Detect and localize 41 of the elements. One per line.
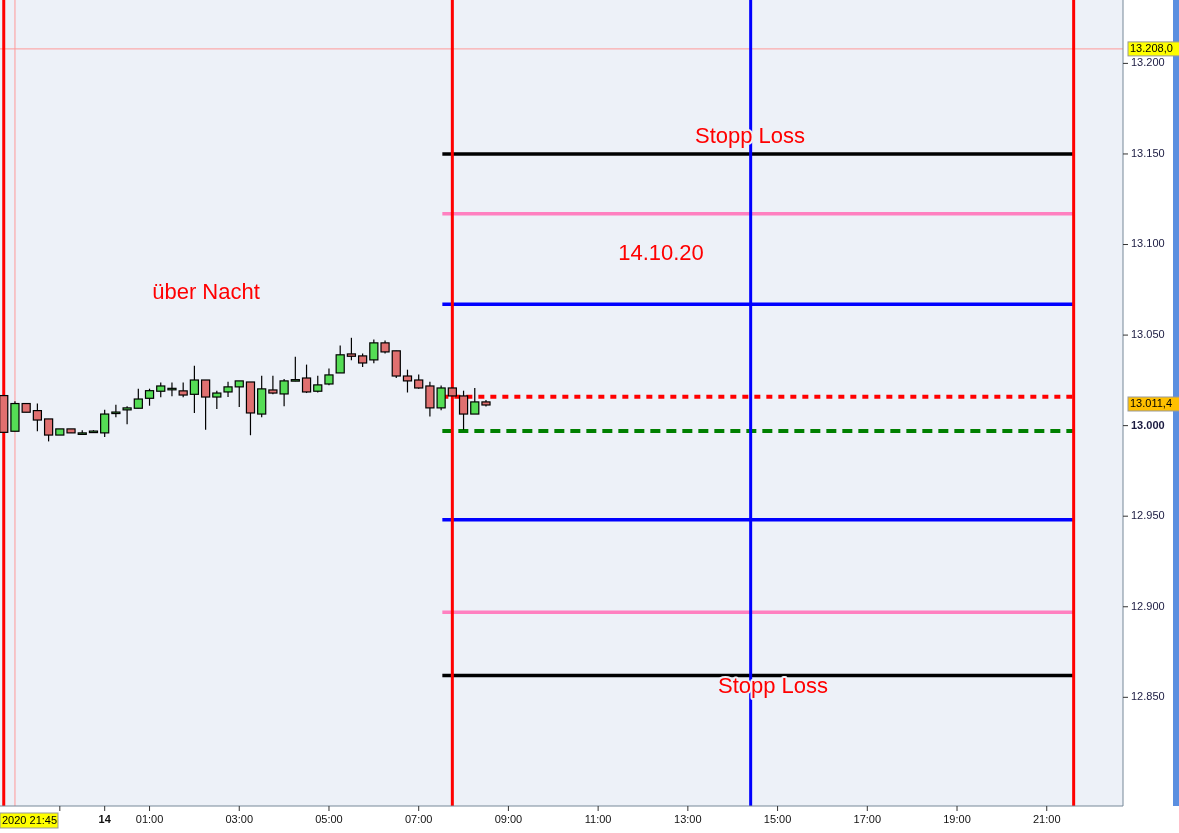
y-tick-label: 12.950 bbox=[1131, 509, 1165, 522]
candlestick bbox=[290, 356, 300, 382]
annotation: über Nacht bbox=[152, 278, 260, 304]
ref-line-label: 13.208,0 bbox=[1130, 41, 1173, 54]
x-tick-label: 15:00 bbox=[763, 813, 792, 825]
x-tick-label: 05:00 bbox=[315, 813, 343, 825]
candlestick bbox=[234, 380, 244, 408]
candlestick bbox=[335, 344, 345, 374]
x-tick-label: 01:00 bbox=[135, 813, 164, 825]
y-tick-label: 13.150 bbox=[1131, 146, 1165, 159]
y-tick-label: 13.200 bbox=[1131, 56, 1165, 69]
y-tick-label: 13.000 bbox=[1131, 418, 1165, 431]
y-tick-label: 12.900 bbox=[1131, 599, 1165, 612]
x-tick-label: 21:00 bbox=[1032, 813, 1061, 825]
candlestick bbox=[32, 402, 43, 432]
candlestick bbox=[133, 388, 143, 409]
candlestick bbox=[43, 418, 54, 442]
x-tick-label: 11:00 bbox=[584, 813, 612, 825]
x-tick-label: 14 bbox=[98, 813, 112, 825]
candlestick bbox=[470, 387, 480, 415]
text: 2020 21:45 bbox=[2, 813, 58, 826]
candlestick bbox=[100, 409, 110, 438]
x-tick-label: 13:00 bbox=[674, 813, 702, 825]
candlestick bbox=[122, 405, 132, 425]
candlestick bbox=[346, 337, 357, 361]
x-tick-label: 03:00 bbox=[225, 813, 254, 825]
annotation: 14.10.20 bbox=[618, 239, 704, 265]
x-tick-label: 17:00 bbox=[853, 813, 882, 825]
candlestick bbox=[111, 404, 121, 418]
candlestick bbox=[301, 364, 312, 394]
candlestick bbox=[189, 365, 200, 414]
candlestick bbox=[458, 390, 469, 431]
text: 13.011,4 bbox=[1130, 396, 1173, 409]
x-tick-label: 09:00 bbox=[494, 813, 523, 825]
y-tick-label: 13.050 bbox=[1131, 327, 1165, 340]
y-tick-label: 12.850 bbox=[1131, 690, 1165, 703]
x-tick-label: 19:00 bbox=[943, 813, 971, 825]
y-tick-label: 13.100 bbox=[1131, 237, 1165, 250]
candlestick bbox=[402, 369, 413, 394]
x-tick-label: 07:00 bbox=[404, 813, 433, 825]
candlestick bbox=[200, 379, 211, 431]
